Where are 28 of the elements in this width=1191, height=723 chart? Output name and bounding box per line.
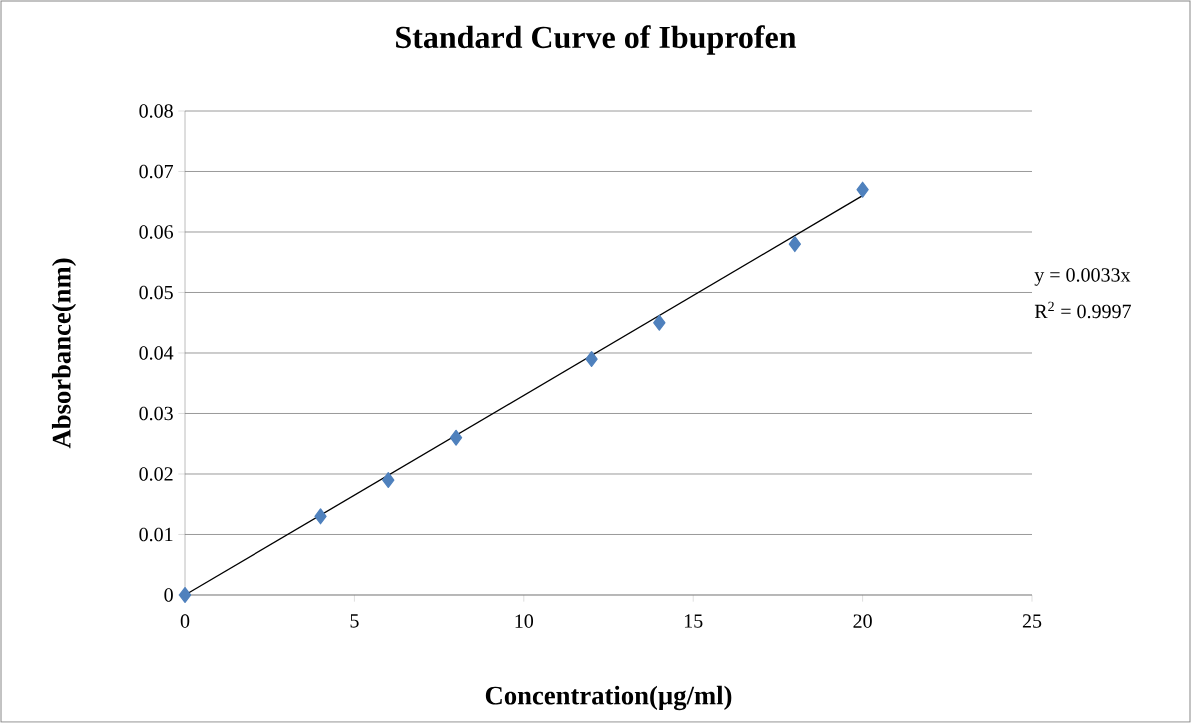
text: y = 0.0033x (1034, 268, 1131, 286)
point (382, 472, 395, 489)
y-tick-label: 0.07 (139, 164, 174, 179)
y-tick-label: 0.01 (139, 527, 173, 542)
point (788, 236, 802, 253)
point (449, 429, 463, 446)
x-tick-label: 15 (684, 614, 703, 628)
chart-title: Standard Curve of Ibuprofen (396, 25, 797, 55)
y-tick-label: 0.02 (139, 467, 173, 481)
x-tick-label: 10 (515, 614, 534, 628)
y-tick-label: 0.03 (139, 406, 173, 421)
x-tick-label: 5 (350, 614, 359, 628)
y-tick-label: 0.06 (139, 225, 174, 239)
point (178, 586, 192, 603)
point (314, 508, 327, 525)
y-tick-label: 0.05 (139, 285, 173, 300)
point (653, 314, 666, 331)
x-axis-title: Concentration(µg/ml) (485, 685, 732, 711)
x-tick-label: 25 (1022, 614, 1042, 628)
text: R$^{2}$ = 0.9997 (1034, 301, 1131, 319)
y-tick-label: 0.04 (139, 346, 174, 360)
point (856, 181, 869, 198)
point (585, 351, 598, 368)
y-tick-label: 0.08 (139, 104, 173, 118)
x-tick-label: 0 (180, 614, 190, 628)
y-tick-label: 0 (164, 588, 173, 602)
y-axis-title: Absorbance(nm) (51, 258, 77, 449)
x-tick-label: 20 (853, 614, 872, 628)
